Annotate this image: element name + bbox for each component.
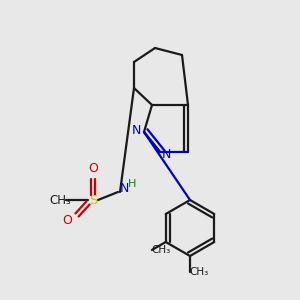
Text: O: O: [88, 163, 98, 176]
Text: O: O: [62, 214, 72, 226]
Text: N: N: [131, 124, 141, 136]
Text: H: H: [128, 179, 136, 189]
Text: CH₃: CH₃: [189, 267, 208, 277]
Text: N: N: [119, 182, 129, 196]
Text: N: N: [161, 148, 171, 160]
Text: CH₃: CH₃: [151, 245, 170, 255]
Text: S: S: [89, 194, 97, 206]
Text: CH₃: CH₃: [49, 194, 71, 206]
